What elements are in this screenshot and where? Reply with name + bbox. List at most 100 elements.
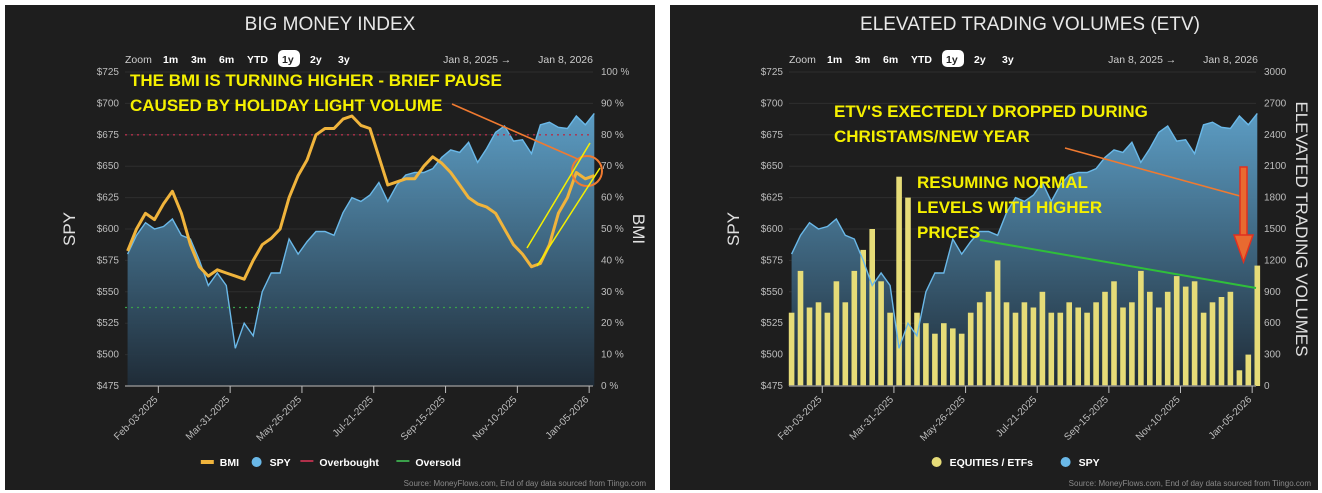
zoom-button-label: 3m xyxy=(191,54,206,66)
volume-bar xyxy=(985,291,992,386)
legend-item-spy[interactable]: SPY xyxy=(1060,457,1100,469)
y-tick-label: $600 xyxy=(97,224,120,235)
y2-tick-label: 80 % xyxy=(601,130,624,141)
legend-item-equities-etfs[interactable]: EQUITIES / ETFs xyxy=(931,457,1034,469)
volume-bar xyxy=(860,249,866,386)
y-tick-label: $550 xyxy=(761,287,784,298)
legend-item-overbought[interactable]: Overbought xyxy=(300,457,379,469)
zoom-button-1m[interactable]: 1m xyxy=(827,54,842,66)
volume-bar xyxy=(976,302,983,386)
zoom-button-label: 2y xyxy=(310,54,322,66)
zoom-button-1m[interactable]: 1m xyxy=(163,54,178,66)
volume-bar xyxy=(1156,307,1162,386)
annotation-text-line3: RESUMING NORMAL xyxy=(917,173,1088,192)
zoom-button-selected-bg xyxy=(942,50,964,67)
zoom-button-label: 1y xyxy=(946,54,958,66)
volume-bar xyxy=(1191,281,1198,386)
y2-tick-label: 2700 xyxy=(1264,98,1287,109)
volume-bar xyxy=(851,270,858,386)
volume-bar xyxy=(806,307,813,386)
legend-marker-icon xyxy=(300,460,314,462)
y-tick-label: $625 xyxy=(761,193,784,204)
zoom-button-label: 6m xyxy=(219,54,234,66)
annotation-pointer-line xyxy=(1064,147,1241,197)
zoom-button-6m[interactable]: 6m xyxy=(883,54,898,66)
spy-line xyxy=(790,112,1258,349)
zoom-button-3m[interactable]: 3m xyxy=(191,54,206,66)
volume-bar xyxy=(797,270,804,386)
zoom-button-2y[interactable]: 2y xyxy=(974,54,986,66)
zoom-button-label: YTD xyxy=(247,54,268,66)
zoom-button-label: 3y xyxy=(338,54,350,66)
zoom-button-ytd[interactable]: YTD xyxy=(247,54,268,66)
zoom-button-3y[interactable]: 3y xyxy=(1002,54,1014,66)
annotation-text-line1: ETV'S EXECTEDLY DROPPED DURING xyxy=(834,102,1148,121)
y2-tick-label: 90 % xyxy=(601,98,624,109)
volume-bar xyxy=(1236,370,1243,386)
range-to[interactable]: Jan 8, 2026 xyxy=(1203,54,1258,66)
volume-bar xyxy=(1227,291,1234,386)
zoom-button-label: YTD xyxy=(911,54,932,66)
legend-label: Oversold xyxy=(415,457,461,469)
y-tick-label: $475 xyxy=(97,381,120,392)
zoom-button-3m[interactable]: 3m xyxy=(855,54,870,66)
volume-bar xyxy=(1200,312,1207,386)
volume-bar xyxy=(869,229,875,386)
volume-bar xyxy=(896,176,902,386)
zoom-button-6m[interactable]: 6m xyxy=(219,54,234,66)
volume-bar xyxy=(1129,302,1135,386)
zoom-button-1y[interactable]: 1y xyxy=(942,50,964,67)
y-tick-label: $525 xyxy=(761,318,784,329)
zoom-button-1y[interactable]: 1y xyxy=(278,50,300,67)
y-tick-label: $725 xyxy=(761,67,784,78)
red-down-arrow xyxy=(1232,166,1255,265)
bmi-line xyxy=(126,114,595,281)
zoom-button-ytd[interactable]: YTD xyxy=(911,54,932,66)
volume-bar xyxy=(1120,307,1126,386)
y-tick-label: $725 xyxy=(97,67,120,78)
volume-bar xyxy=(1003,302,1010,386)
volume-bar xyxy=(878,281,884,386)
y-tick-label: $625 xyxy=(97,193,120,204)
legend-item-spy[interactable]: SPY xyxy=(251,457,291,469)
legend-item-bmi[interactable]: BMI xyxy=(200,457,239,469)
channel-upper-line xyxy=(526,142,591,249)
y2-tick-label: 60 % xyxy=(601,193,624,204)
zoom-button-2y[interactable]: 2y xyxy=(310,54,322,66)
annotation-text-line4: LEVELS WITH HIGHER xyxy=(917,198,1102,217)
range-from[interactable]: Jan 8, 2025 xyxy=(1108,54,1163,66)
volume-bar xyxy=(958,333,965,386)
legend-marker-icon xyxy=(200,460,214,464)
y-tick-label: $675 xyxy=(761,130,784,141)
legend-item-oversold[interactable]: Oversold xyxy=(396,457,461,469)
volume-bar xyxy=(1084,312,1090,386)
range-from[interactable]: Jan 8, 2025 xyxy=(443,54,498,66)
zoom-button-3y[interactable]: 3y xyxy=(338,54,350,66)
volume-bar xyxy=(1012,312,1019,386)
volume-bar xyxy=(1030,307,1037,386)
volume-bar xyxy=(914,312,920,386)
legend-label: EQUITIES / ETFs xyxy=(950,457,1034,469)
range-to[interactable]: Jan 8, 2026 xyxy=(538,54,593,66)
y2-axis-title: ELEVATED TRADING VOLUMES xyxy=(1292,101,1311,356)
zoom-button-label: 2y xyxy=(974,54,986,66)
y2-tick-label: 2400 xyxy=(1264,130,1287,141)
chart-title: BIG MONEY INDEX xyxy=(245,14,416,35)
annotation-text-line5: PRICES xyxy=(917,223,980,242)
zoom-button-selected-bg xyxy=(278,50,300,67)
zoom-label: Zoom xyxy=(125,54,152,66)
source-note: Source: MoneyFlows.com, End of day data … xyxy=(1069,479,1312,488)
y2-tick-label: 1200 xyxy=(1264,255,1287,266)
volume-bar xyxy=(1039,291,1046,386)
y-tick-label: $575 xyxy=(97,255,120,266)
y2-tick-label: 600 xyxy=(1264,318,1281,329)
y-tick-label: $700 xyxy=(97,98,120,109)
volume-bar xyxy=(1209,302,1216,386)
volume-bar xyxy=(941,323,947,386)
zoom-button-label: 3y xyxy=(1002,54,1014,66)
source-note: Source: MoneyFlows.com, End of day data … xyxy=(404,479,647,488)
zoom-controls: Zoom 1m 3m 6m YTD 1y 2y 3y Jan 8, 2025 → Jan 8, 20… xyxy=(789,50,1258,67)
volume-bar xyxy=(1164,291,1171,386)
legend: EQUITIES / ETFs SPY xyxy=(931,457,1100,469)
